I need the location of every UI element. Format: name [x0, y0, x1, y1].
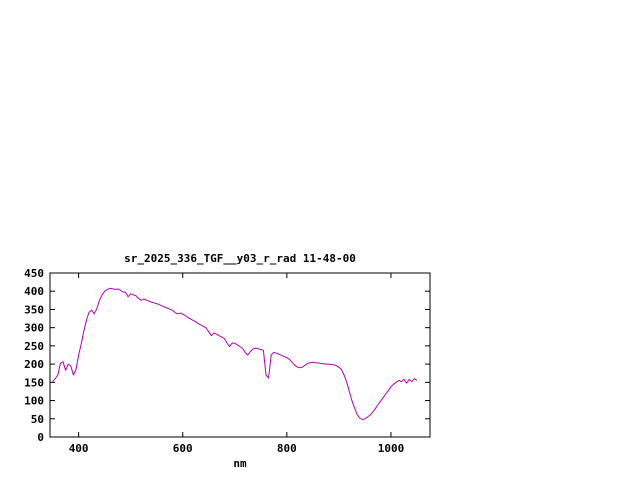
y-tick-label: 350 [24, 303, 44, 316]
y-tick-label: 400 [24, 285, 44, 298]
spectrum-line [52, 287, 418, 420]
y-tick-label: 50 [31, 413, 44, 426]
x-axis-label: nm [233, 457, 247, 470]
x-tick-label: 1000 [378, 442, 405, 455]
y-tick-label: 150 [24, 376, 44, 389]
plot-frame: 400 600 800 1000 0 50 100 150 200 250 300 350 400 450 [24, 267, 431, 455]
x-tick-label: 400 [69, 442, 89, 455]
y-tick-label: 100 [24, 395, 44, 408]
y-tick-label: 200 [24, 358, 44, 371]
y-tick-label: 250 [24, 340, 44, 353]
x-tick-label: 800 [277, 442, 297, 455]
y-tick-label: 450 [24, 267, 44, 280]
x-tick-label: 600 [173, 442, 193, 455]
chart-title: sr_2025_336_TGF__y03_r_rad 11-48-00 [124, 252, 356, 265]
plot-border [49, 272, 431, 438]
y-tick-label: 0 [37, 431, 44, 444]
y-tick-label: 300 [24, 322, 44, 335]
radiance-curve [52, 287, 418, 420]
